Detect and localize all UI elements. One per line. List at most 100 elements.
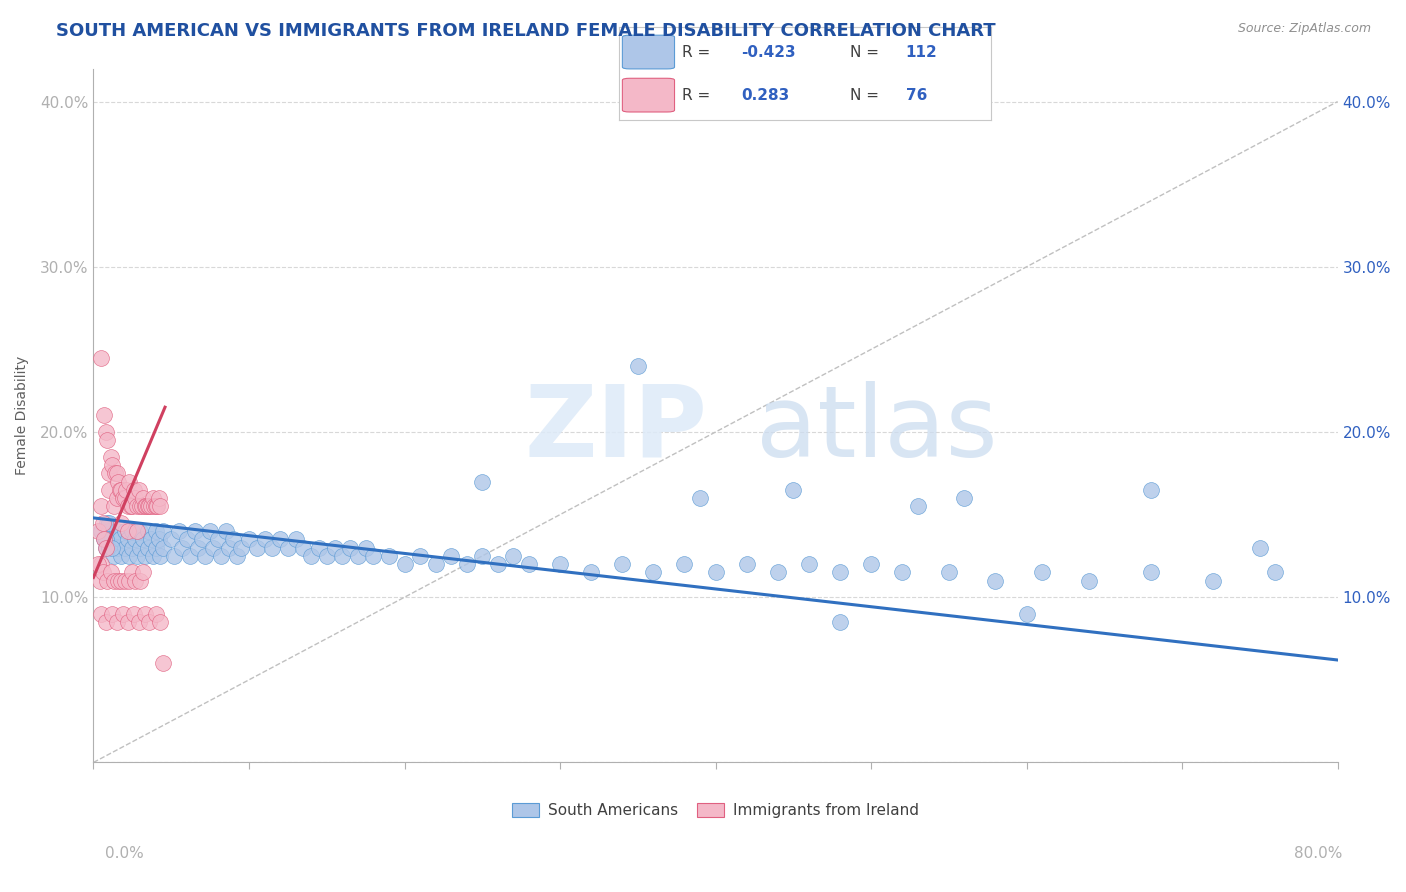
Point — [704, 566, 727, 580]
Point — [129, 574, 152, 588]
Point — [114, 491, 136, 505]
Point — [1015, 607, 1038, 621]
Point — [90, 351, 112, 365]
Text: 80.0%: 80.0% — [1295, 846, 1343, 861]
Point — [183, 524, 205, 538]
Point — [179, 549, 201, 563]
Point — [471, 475, 494, 489]
Point — [440, 549, 463, 563]
Point — [122, 483, 145, 497]
Point — [98, 541, 121, 555]
Point — [135, 500, 157, 514]
Point — [735, 557, 758, 571]
Point — [828, 615, 851, 629]
Point — [160, 533, 183, 547]
Point — [132, 491, 155, 505]
Point — [1249, 541, 1271, 555]
Point — [134, 549, 156, 563]
Point — [128, 615, 150, 629]
Point — [103, 549, 125, 563]
Point — [124, 491, 146, 505]
Point — [96, 516, 118, 530]
Point — [143, 500, 166, 514]
Point — [87, 524, 110, 538]
Point — [111, 491, 134, 505]
Point — [486, 557, 509, 571]
Point — [139, 533, 162, 547]
Text: R =: R = — [682, 45, 716, 60]
Point — [984, 574, 1007, 588]
Point — [121, 566, 143, 580]
Point — [125, 500, 148, 514]
Point — [107, 574, 129, 588]
Point — [90, 524, 112, 538]
Point — [149, 615, 172, 629]
Point — [673, 557, 696, 571]
Point — [110, 516, 132, 530]
Point — [643, 566, 665, 580]
Point — [115, 483, 138, 497]
Point — [222, 533, 245, 547]
Point — [378, 549, 401, 563]
Point — [101, 541, 124, 555]
Legend: South Americans, Immigrants from Ireland: South Americans, Immigrants from Ireland — [506, 797, 925, 824]
Point — [121, 541, 143, 555]
Point — [1140, 483, 1163, 497]
Point — [98, 524, 121, 538]
Point — [121, 524, 143, 538]
Point — [218, 541, 240, 555]
Point — [138, 615, 160, 629]
Point — [104, 467, 127, 481]
Point — [87, 557, 110, 571]
Point — [120, 500, 142, 514]
Point — [117, 533, 139, 547]
Point — [94, 425, 117, 439]
Point — [425, 557, 447, 571]
Point — [110, 574, 132, 588]
Point — [167, 524, 190, 538]
Text: Source: ZipAtlas.com: Source: ZipAtlas.com — [1237, 22, 1371, 36]
Point — [198, 524, 221, 538]
Point — [93, 409, 115, 423]
Point — [94, 615, 117, 629]
Point — [103, 500, 125, 514]
Point — [471, 549, 494, 563]
Point — [101, 533, 124, 547]
Point — [339, 541, 361, 555]
Point — [107, 475, 129, 489]
Point — [149, 500, 172, 514]
Point — [122, 607, 145, 621]
Point — [315, 549, 337, 563]
Point — [548, 557, 571, 571]
Point — [145, 541, 167, 555]
FancyBboxPatch shape — [623, 78, 675, 112]
Point — [101, 458, 124, 472]
Point — [1077, 574, 1099, 588]
Point — [94, 541, 117, 555]
Point — [118, 574, 141, 588]
Point — [108, 483, 131, 497]
Point — [292, 541, 315, 555]
Point — [89, 574, 111, 588]
Point — [124, 574, 146, 588]
Text: 112: 112 — [905, 45, 938, 60]
Point — [100, 450, 122, 464]
Point — [797, 557, 820, 571]
Point — [91, 516, 114, 530]
Point — [299, 549, 322, 563]
Point — [118, 475, 141, 489]
Point — [96, 574, 118, 588]
Point — [1264, 566, 1286, 580]
Point — [93, 533, 115, 547]
Point — [938, 566, 960, 580]
Point — [627, 359, 650, 373]
Point — [145, 500, 167, 514]
Point — [142, 549, 165, 563]
Point — [1140, 566, 1163, 580]
Point — [98, 483, 121, 497]
Point — [209, 549, 232, 563]
Point — [782, 483, 804, 497]
Point — [91, 566, 114, 580]
Text: N =: N = — [849, 87, 883, 103]
Point — [114, 541, 136, 555]
